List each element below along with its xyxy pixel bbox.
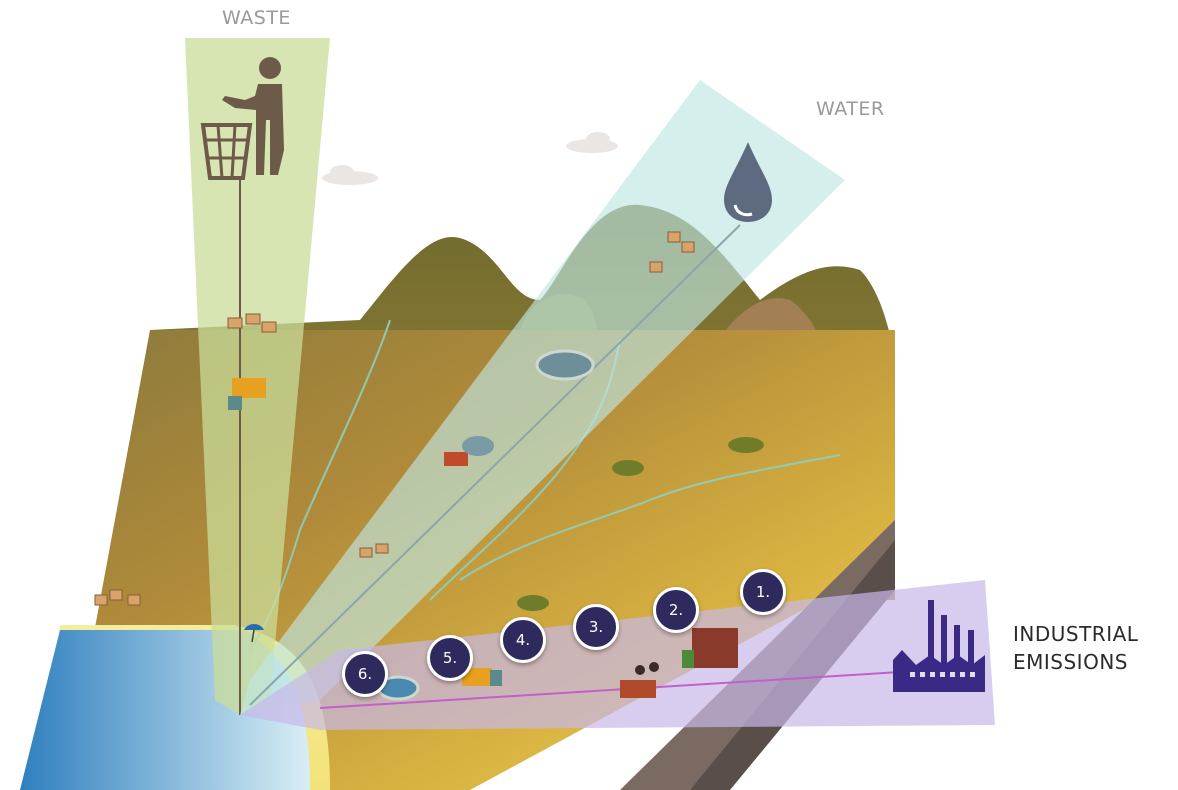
marker-5[interactable]: 5.: [427, 635, 473, 681]
marker-6[interactable]: 6.: [342, 651, 388, 697]
water-label: WATER: [816, 98, 885, 120]
umbrella: [244, 624, 264, 643]
vehicles: [228, 378, 502, 686]
industrial-label-line1: INDUSTRIAL: [1013, 622, 1139, 646]
water-drop-icon: [724, 142, 772, 222]
industrial-buildings: [620, 628, 738, 698]
trees: [517, 437, 764, 611]
trash-person-icon: [200, 57, 284, 180]
water-treatment-plant: [376, 349, 595, 701]
industrial-emissions-label: INDUSTRIAL EMISSIONS: [1013, 620, 1138, 676]
factory-icon: [893, 600, 985, 692]
industrial-label-line2: EMISSIONS: [1013, 650, 1128, 674]
clouds: [322, 132, 618, 185]
waste-label: WASTE: [222, 7, 291, 29]
marker-1[interactable]: 1.: [740, 569, 786, 615]
waste-beam: [185, 38, 330, 715]
marker-4[interactable]: 4.: [500, 617, 546, 663]
industrial-beam: [240, 580, 995, 730]
water-beam: [240, 80, 845, 715]
houses: [94, 231, 695, 606]
marker-2[interactable]: 2.: [653, 587, 699, 633]
marker-3[interactable]: 3.: [573, 604, 619, 650]
